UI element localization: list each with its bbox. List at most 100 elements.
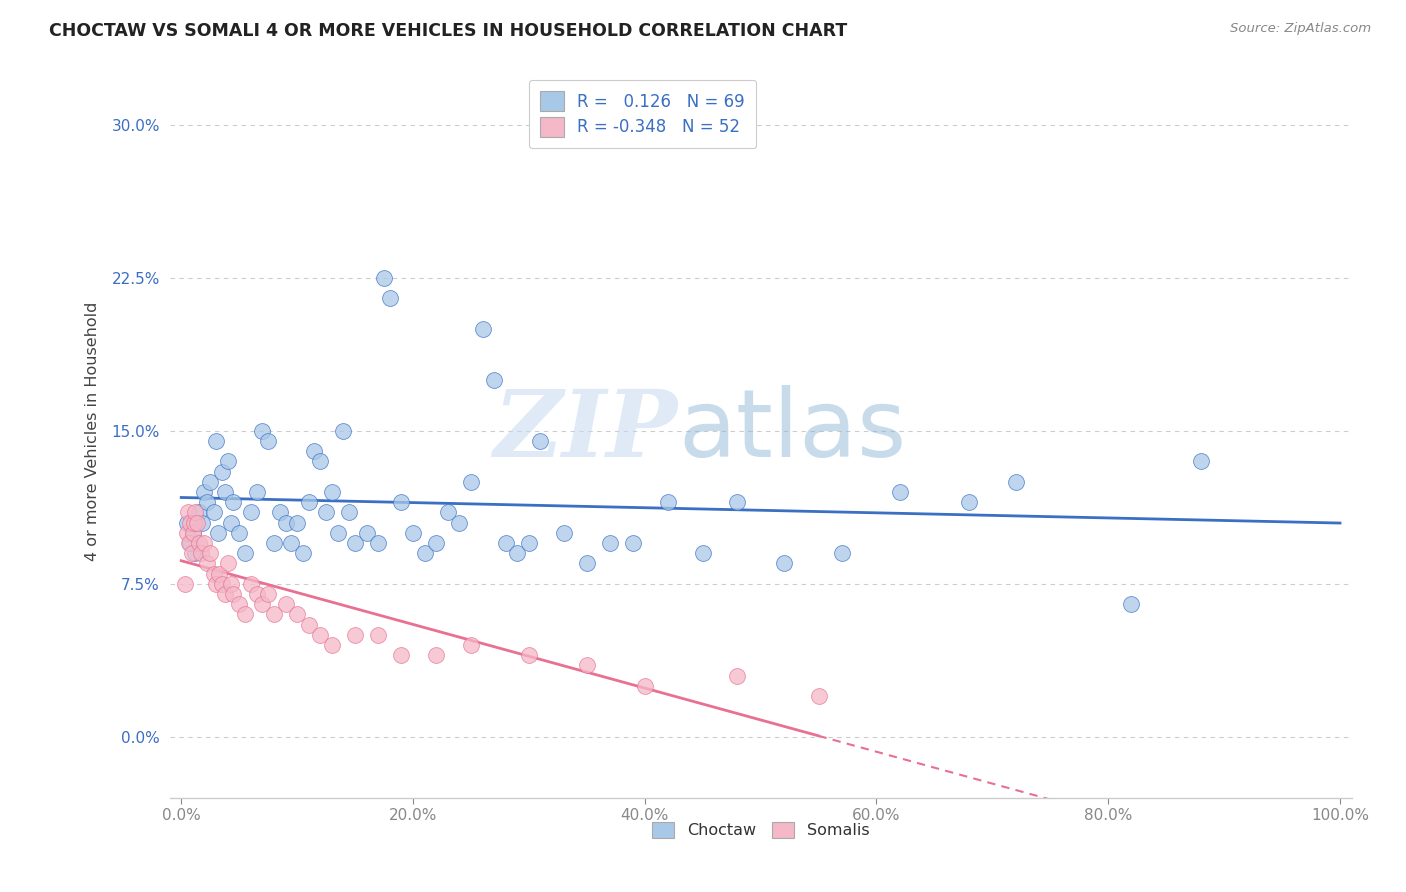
Point (222, 587, 245, 601)
Point (202, 505, 225, 519)
Point (315, 505, 337, 519)
Point (326, 525, 349, 540)
Point (1004, 475, 1026, 489)
Point (202, 566, 225, 581)
Point (263, 536, 285, 550)
Point (193, 485, 215, 500)
Point (298, 617, 321, 632)
Point (177, 505, 200, 519)
Point (436, 505, 458, 519)
Point (180, 546, 202, 560)
Point (257, 587, 280, 601)
Point (176, 516, 198, 530)
Point (228, 525, 250, 540)
Point (176, 525, 198, 540)
Point (191, 516, 214, 530)
Point (725, 668, 748, 682)
Point (285, 516, 308, 530)
Point (205, 434, 228, 449)
Point (506, 546, 529, 560)
Point (889, 485, 911, 500)
Point (367, 628, 389, 642)
Point (553, 525, 575, 540)
Point (425, 648, 447, 662)
Point (575, 557, 598, 571)
Point (195, 557, 218, 571)
Point (195, 495, 218, 509)
Point (482, 373, 505, 387)
Point (219, 516, 242, 530)
Text: Source: ZipAtlas.com: Source: ZipAtlas.com (1230, 22, 1371, 36)
Point (183, 516, 205, 530)
Point (233, 546, 256, 560)
Point (389, 495, 412, 509)
Point (304, 444, 326, 458)
Text: ZIP: ZIP (494, 386, 678, 476)
Point (228, 597, 250, 611)
Point (495, 536, 517, 550)
Point (181, 525, 204, 540)
Point (356, 525, 378, 540)
Point (207, 525, 229, 540)
Point (179, 536, 201, 550)
Point (957, 495, 980, 509)
Point (772, 557, 794, 571)
Point (179, 536, 201, 550)
Point (517, 648, 540, 662)
Point (198, 546, 221, 560)
Point (309, 628, 332, 642)
Point (184, 546, 207, 560)
Point (389, 648, 412, 662)
Point (274, 516, 297, 530)
Point (367, 536, 389, 550)
Point (321, 638, 343, 652)
Point (274, 597, 297, 611)
Point (239, 505, 262, 519)
Point (211, 465, 233, 479)
Point (190, 546, 212, 560)
Point (344, 628, 367, 642)
Point (233, 607, 256, 622)
Y-axis label: 4 or more Vehicles in Household: 4 or more Vehicles in Household (86, 301, 100, 560)
Point (252, 597, 274, 611)
Point (309, 454, 332, 468)
Point (575, 658, 598, 673)
Point (337, 505, 360, 519)
Point (298, 495, 321, 509)
Point (425, 536, 447, 550)
Point (1189, 454, 1212, 468)
Point (332, 424, 354, 438)
Point (373, 271, 395, 285)
Point (634, 679, 657, 693)
Point (263, 607, 285, 622)
Point (269, 505, 291, 519)
Point (657, 495, 679, 509)
Point (181, 525, 204, 540)
Point (460, 475, 482, 489)
Point (219, 576, 242, 591)
Point (222, 495, 245, 509)
Point (217, 557, 239, 571)
Point (599, 536, 621, 550)
Point (344, 536, 367, 550)
Point (517, 536, 540, 550)
Point (413, 546, 436, 560)
Point (831, 546, 853, 560)
Point (193, 536, 215, 550)
Point (280, 536, 302, 550)
Point (529, 434, 551, 449)
Point (198, 475, 221, 489)
Point (211, 576, 233, 591)
Point (245, 587, 267, 601)
Point (460, 638, 482, 652)
Point (208, 566, 231, 581)
Point (184, 505, 207, 519)
Text: CHOCTAW VS SOMALI 4 OR MORE VEHICLES IN HOUSEHOLD CORRELATION CHART: CHOCTAW VS SOMALI 4 OR MORE VEHICLES IN … (49, 22, 848, 40)
Point (471, 322, 494, 336)
Point (725, 495, 748, 509)
Point (186, 516, 208, 530)
Point (179, 516, 201, 530)
Point (291, 546, 314, 560)
Point (621, 536, 644, 550)
Point (214, 587, 236, 601)
